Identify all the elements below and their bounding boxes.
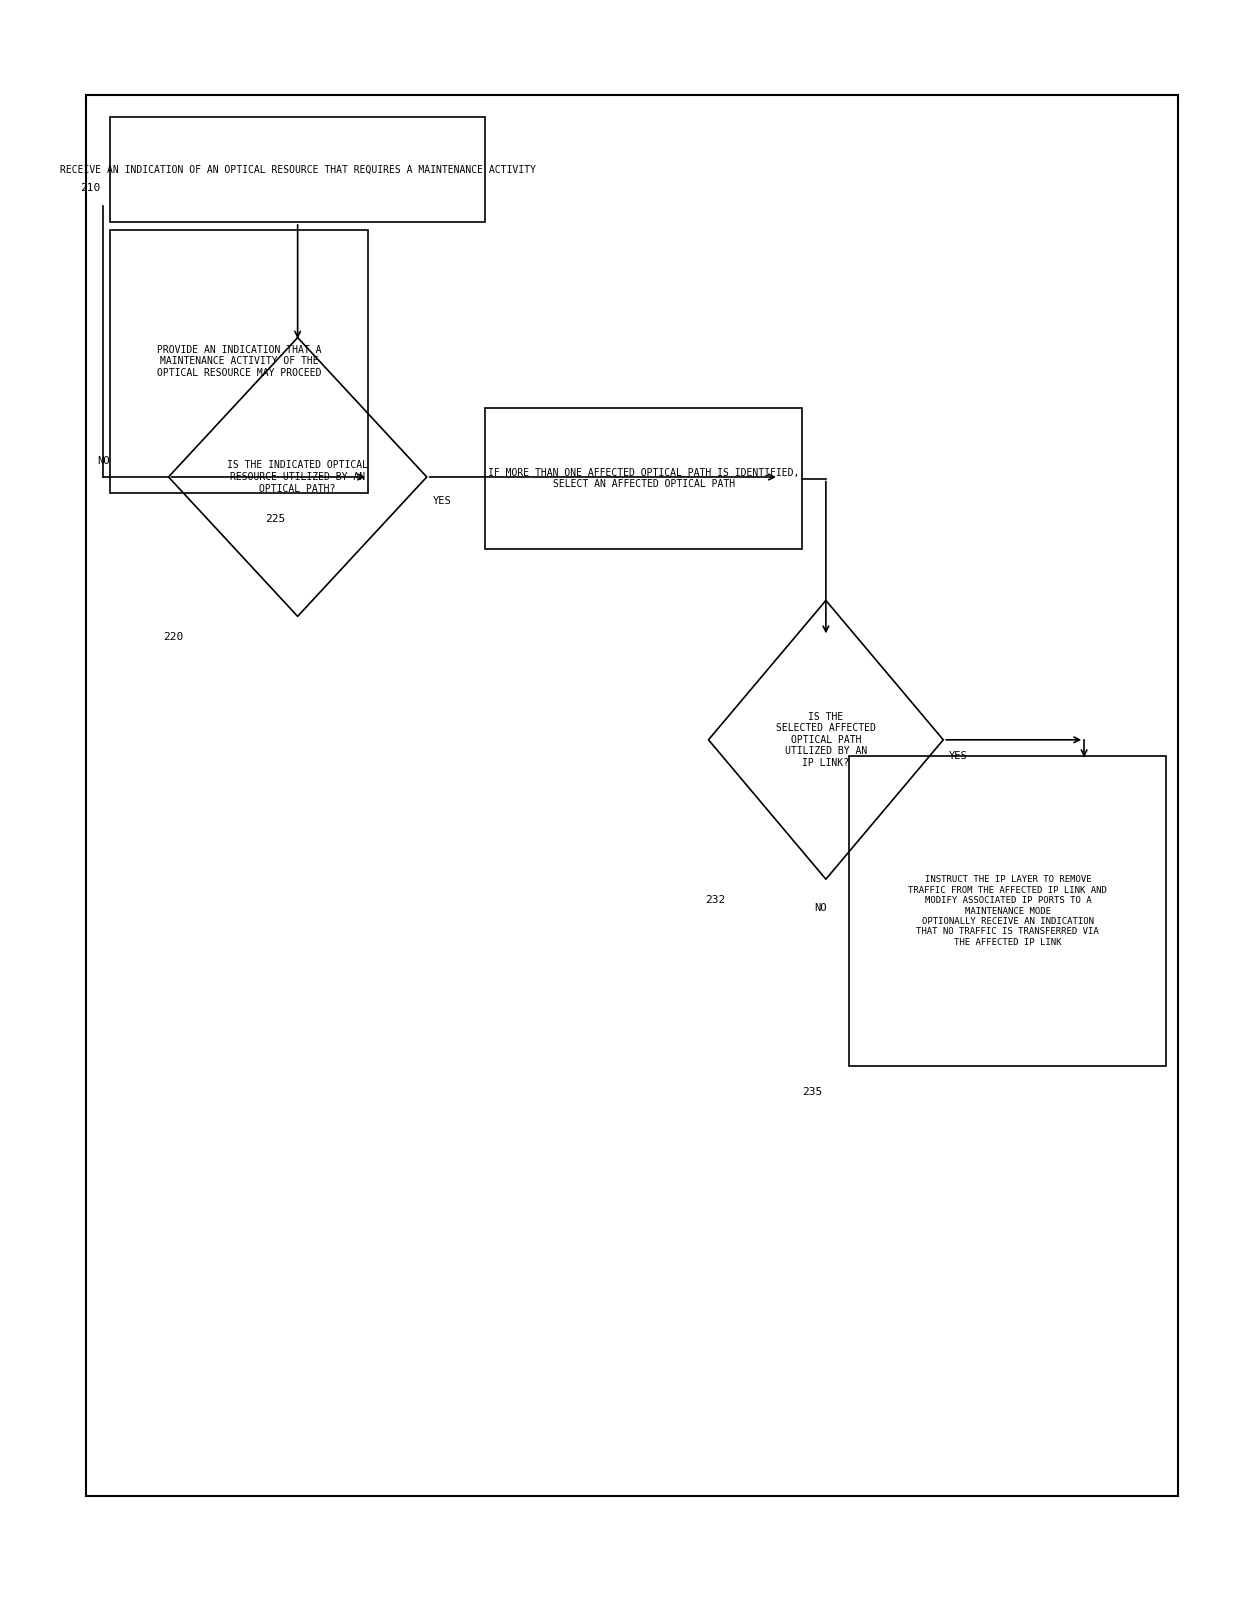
Text: IF MORE THAN ONE AFFECTED OPTICAL PATH IS IDENTIFIED,
SELECT AN AFFECTED OPTICAL: IF MORE THAN ONE AFFECTED OPTICAL PATH I… <box>489 467 800 490</box>
Text: IS THE INDICATED OPTICAL
RESOURCE UTILIZED BY AN
OPTICAL PATH?: IS THE INDICATED OPTICAL RESOURCE UTILIZ… <box>227 461 368 493</box>
Text: PROVIDE AN INDICATION THAT A
MAINTENANCE ACTIVITY OF THE
OPTICAL RESOURCE MAY PR: PROVIDE AN INDICATION THAT A MAINTENANCE… <box>156 344 321 378</box>
Text: 220: 220 <box>162 633 182 643</box>
Text: YES: YES <box>949 751 968 761</box>
Text: 235: 235 <box>802 1087 822 1097</box>
FancyBboxPatch shape <box>110 230 368 493</box>
Text: INSTRUCT THE IP LAYER TO REMOVE
TRAFFIC FROM THE AFFECTED IP LINK AND
MODIFY ASS: INSTRUCT THE IP LAYER TO REMOVE TRAFFIC … <box>909 875 1107 946</box>
Text: 225: 225 <box>265 513 285 524</box>
Text: YES: YES <box>433 497 451 506</box>
FancyBboxPatch shape <box>486 409 802 549</box>
Text: 232: 232 <box>706 896 725 906</box>
Text: 210: 210 <box>81 182 100 193</box>
Text: NO: NO <box>813 902 826 914</box>
Text: NO: NO <box>97 456 110 466</box>
FancyBboxPatch shape <box>110 117 486 222</box>
Text: IS THE
SELECTED AFFECTED
OPTICAL PATH
UTILIZED BY AN
IP LINK?: IS THE SELECTED AFFECTED OPTICAL PATH UT… <box>776 711 875 768</box>
Text: RECEIVE AN INDICATION OF AN OPTICAL RESOURCE THAT REQUIRES A MAINTENANCE ACTIVIT: RECEIVE AN INDICATION OF AN OPTICAL RESO… <box>60 164 536 175</box>
FancyBboxPatch shape <box>849 756 1167 1066</box>
